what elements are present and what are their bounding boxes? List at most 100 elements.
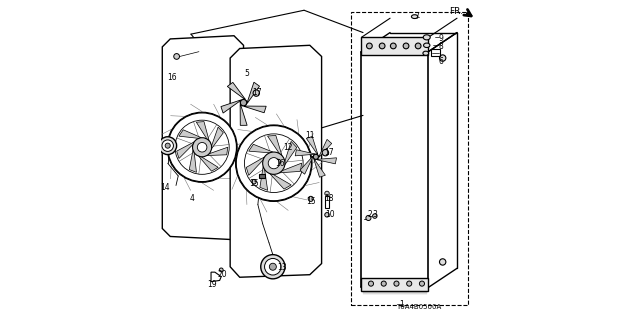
- Circle shape: [324, 191, 329, 196]
- Circle shape: [381, 281, 387, 286]
- Circle shape: [159, 137, 177, 155]
- Circle shape: [308, 196, 314, 201]
- Circle shape: [403, 43, 409, 49]
- Bar: [324, 196, 329, 208]
- Polygon shape: [179, 130, 202, 138]
- Polygon shape: [189, 150, 196, 172]
- Polygon shape: [207, 147, 228, 156]
- Circle shape: [369, 281, 374, 286]
- Polygon shape: [246, 157, 264, 175]
- Text: 3: 3: [372, 210, 377, 219]
- Text: 10: 10: [324, 210, 334, 219]
- Text: 15: 15: [249, 180, 259, 188]
- Text: 16: 16: [167, 73, 177, 82]
- Circle shape: [193, 138, 212, 157]
- Polygon shape: [280, 163, 301, 173]
- Polygon shape: [260, 166, 268, 190]
- Polygon shape: [198, 156, 218, 171]
- Circle shape: [322, 149, 328, 156]
- Circle shape: [324, 212, 329, 217]
- Circle shape: [268, 158, 280, 169]
- Text: 13: 13: [278, 263, 287, 272]
- Circle shape: [440, 259, 446, 265]
- Text: 14: 14: [160, 183, 170, 192]
- Text: 18: 18: [324, 194, 333, 203]
- Text: 15: 15: [307, 197, 316, 206]
- Text: 16: 16: [275, 159, 285, 168]
- Ellipse shape: [412, 15, 418, 19]
- Circle shape: [168, 113, 237, 182]
- Text: 2: 2: [367, 210, 372, 219]
- Circle shape: [372, 214, 377, 218]
- Text: 19: 19: [207, 280, 217, 289]
- Text: 20: 20: [218, 269, 227, 279]
- Circle shape: [419, 281, 424, 286]
- Ellipse shape: [424, 43, 430, 48]
- Circle shape: [314, 154, 319, 159]
- Polygon shape: [244, 106, 266, 113]
- Circle shape: [276, 159, 281, 164]
- Bar: [362, 37, 428, 55]
- Circle shape: [173, 53, 179, 59]
- Bar: [259, 174, 264, 178]
- Polygon shape: [177, 142, 194, 158]
- Polygon shape: [211, 272, 221, 282]
- Polygon shape: [319, 140, 332, 157]
- Text: 6: 6: [438, 57, 444, 66]
- Circle shape: [394, 281, 399, 286]
- Circle shape: [175, 120, 229, 174]
- Polygon shape: [314, 159, 325, 177]
- Polygon shape: [212, 127, 223, 149]
- Polygon shape: [221, 100, 241, 113]
- Text: 4: 4: [190, 194, 195, 203]
- Polygon shape: [317, 158, 337, 164]
- Polygon shape: [307, 136, 318, 154]
- Circle shape: [260, 255, 285, 279]
- Circle shape: [236, 125, 312, 201]
- Bar: [431, 49, 440, 56]
- Polygon shape: [249, 144, 273, 153]
- Circle shape: [367, 43, 372, 49]
- Circle shape: [380, 43, 385, 49]
- Polygon shape: [196, 122, 209, 141]
- Circle shape: [241, 100, 246, 106]
- Text: 17: 17: [324, 148, 333, 156]
- Circle shape: [167, 112, 237, 182]
- Circle shape: [264, 259, 281, 275]
- Circle shape: [390, 43, 396, 49]
- Circle shape: [197, 142, 207, 152]
- Polygon shape: [227, 82, 245, 99]
- Circle shape: [253, 90, 259, 96]
- Circle shape: [236, 125, 312, 201]
- Ellipse shape: [423, 35, 430, 40]
- Ellipse shape: [423, 51, 429, 55]
- Polygon shape: [285, 141, 297, 165]
- Text: FR.: FR.: [449, 7, 463, 16]
- Circle shape: [262, 152, 285, 174]
- Circle shape: [366, 215, 371, 220]
- Polygon shape: [247, 82, 259, 103]
- Polygon shape: [163, 36, 244, 240]
- Circle shape: [415, 43, 421, 49]
- Text: 1: 1: [399, 300, 404, 308]
- Polygon shape: [268, 135, 282, 156]
- Polygon shape: [295, 150, 315, 156]
- Circle shape: [314, 154, 319, 159]
- Text: 9: 9: [438, 35, 444, 44]
- Text: T0A4B0500A: T0A4B0500A: [396, 304, 442, 310]
- Circle shape: [252, 180, 256, 184]
- Polygon shape: [269, 173, 291, 189]
- Circle shape: [165, 143, 170, 148]
- Circle shape: [406, 281, 412, 286]
- Circle shape: [244, 134, 303, 193]
- Circle shape: [220, 268, 223, 272]
- Text: 12: 12: [284, 143, 293, 152]
- Circle shape: [269, 263, 276, 270]
- Text: 5: 5: [244, 69, 249, 78]
- Text: 17: 17: [252, 88, 262, 97]
- Text: 11: 11: [305, 131, 314, 140]
- Text: 7: 7: [415, 12, 420, 21]
- Bar: [362, 278, 428, 291]
- Bar: [351, 12, 468, 305]
- Polygon shape: [240, 104, 247, 125]
